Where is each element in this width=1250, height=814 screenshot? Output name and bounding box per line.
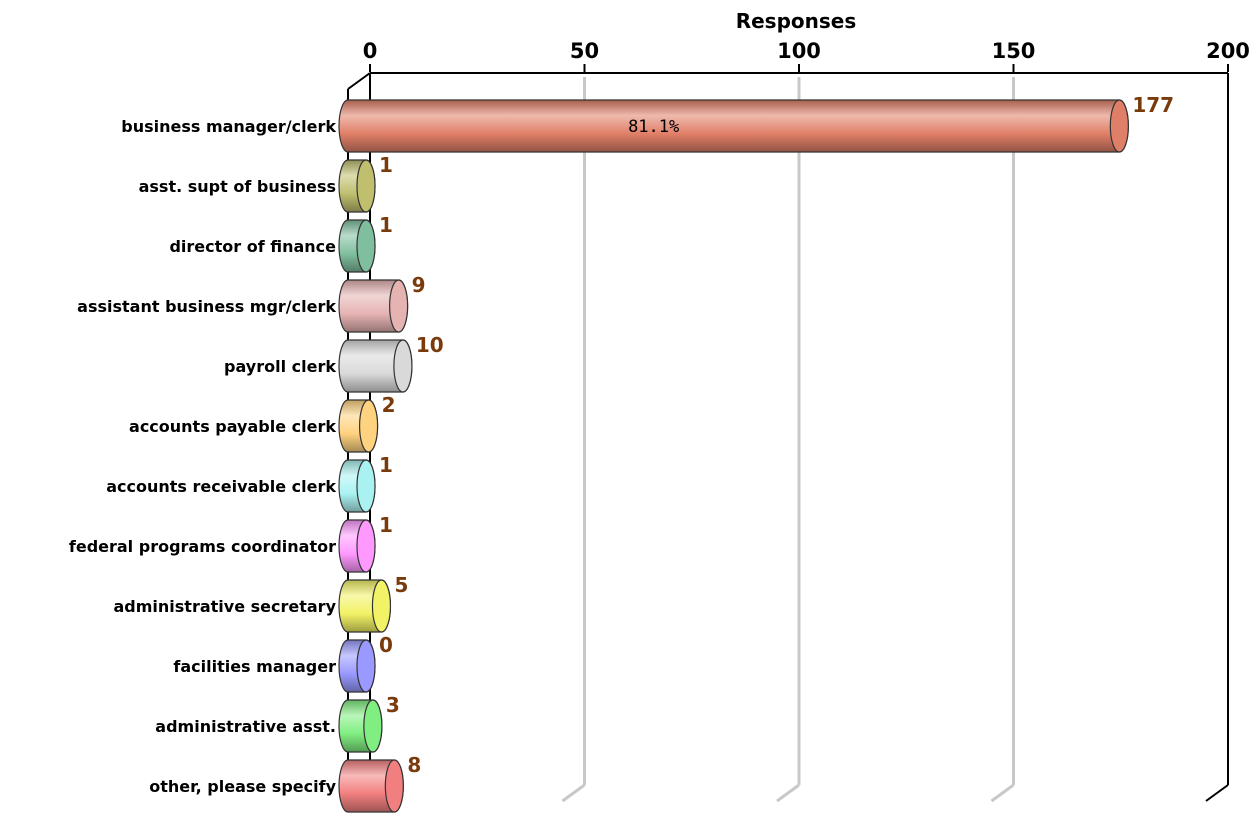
bar-end-cap <box>371 579 392 633</box>
floor-edge-right <box>1205 784 1229 802</box>
gridline-floor <box>561 783 586 803</box>
gridlines <box>561 77 1015 803</box>
data-label: 0 <box>379 633 393 657</box>
bar-end-cap <box>356 219 376 273</box>
bar-end-cap <box>356 519 376 573</box>
bar-end-cap <box>393 339 413 393</box>
data-label: 1 <box>379 153 393 177</box>
bar-end-cap <box>356 639 376 693</box>
data-label: 1 <box>379 453 393 477</box>
bar-end-cap <box>363 699 383 753</box>
gridline-floor <box>990 783 1015 803</box>
data-label: 8 <box>407 753 421 777</box>
bar <box>338 579 392 633</box>
category-label: other, please specify <box>149 777 336 796</box>
bar-end-cap <box>358 399 379 453</box>
bars <box>338 99 1129 813</box>
data-label: 10 <box>416 333 444 357</box>
bar <box>338 759 404 813</box>
category-label: facilities manager <box>173 657 336 676</box>
data-label: 3 <box>386 693 400 717</box>
x-axis-title: Responses <box>736 9 857 33</box>
bar <box>338 279 409 333</box>
top-left-depth-edge <box>347 72 371 90</box>
category-label: federal programs coordinator <box>69 537 336 556</box>
bar <box>338 219 376 273</box>
data-label: 1 <box>379 213 393 237</box>
bar <box>338 339 413 393</box>
category-label: administrative asst. <box>155 717 336 736</box>
x-tick-label: 200 <box>1206 39 1250 63</box>
bar-end-cap <box>389 279 409 333</box>
bar-end-cap <box>356 459 376 513</box>
x-tick-label: 50 <box>570 39 599 63</box>
bar <box>338 399 379 453</box>
data-label: 1 <box>379 513 393 537</box>
x-tick-label: 150 <box>992 39 1036 63</box>
category-label: accounts receivable clerk <box>106 477 336 496</box>
category-label: assistant business mgr/clerk <box>77 297 336 316</box>
category-label: business manager/clerk <box>121 117 336 136</box>
category-axis: business manager/clerk asst. supt of busi… <box>69 117 348 796</box>
bar <box>338 519 376 573</box>
bar <box>338 159 376 213</box>
plot-frame <box>347 72 1229 802</box>
category-label: payroll clerk <box>224 357 336 376</box>
category-label: administrative secretary <box>114 597 337 616</box>
bar <box>338 459 376 513</box>
bar <box>338 639 376 693</box>
percent-label: 81.1% <box>628 117 679 137</box>
bar <box>338 699 383 753</box>
x-axis-ticks: 0 50 100 150 200 <box>363 39 1250 72</box>
category-label: asst. supt of business <box>139 177 336 196</box>
category-label: director of finance <box>169 237 336 256</box>
x-tick-label: 100 <box>777 39 821 63</box>
data-label: 5 <box>394 573 408 597</box>
bar-end-cap <box>356 159 376 213</box>
data-label: 2 <box>382 393 396 417</box>
data-label: 9 <box>412 273 426 297</box>
x-tick-label: 0 <box>363 39 378 63</box>
bar-body <box>338 99 1129 153</box>
bar-end-cap <box>1109 99 1129 153</box>
bar-end-cap <box>384 759 404 813</box>
data-label: 177 <box>1132 93 1174 117</box>
bar <box>338 99 1129 153</box>
gridline-floor <box>776 783 800 803</box>
data-labels: 177 81.1% 1 1 9 10 2 1 1 5 0 3 8 <box>379 93 1174 777</box>
category-label: accounts payable clerk <box>129 417 336 436</box>
